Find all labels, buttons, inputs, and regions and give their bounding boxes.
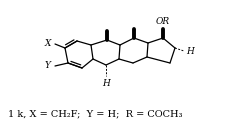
Text: X: X [45, 40, 51, 49]
Text: Y: Y [45, 61, 51, 71]
Text: OR: OR [156, 17, 170, 26]
Text: 1 k, X = CH₂F;  Y = H;  R = COCH₃: 1 k, X = CH₂F; Y = H; R = COCH₃ [8, 109, 183, 119]
Text: H: H [186, 46, 194, 56]
Text: H: H [102, 79, 110, 88]
